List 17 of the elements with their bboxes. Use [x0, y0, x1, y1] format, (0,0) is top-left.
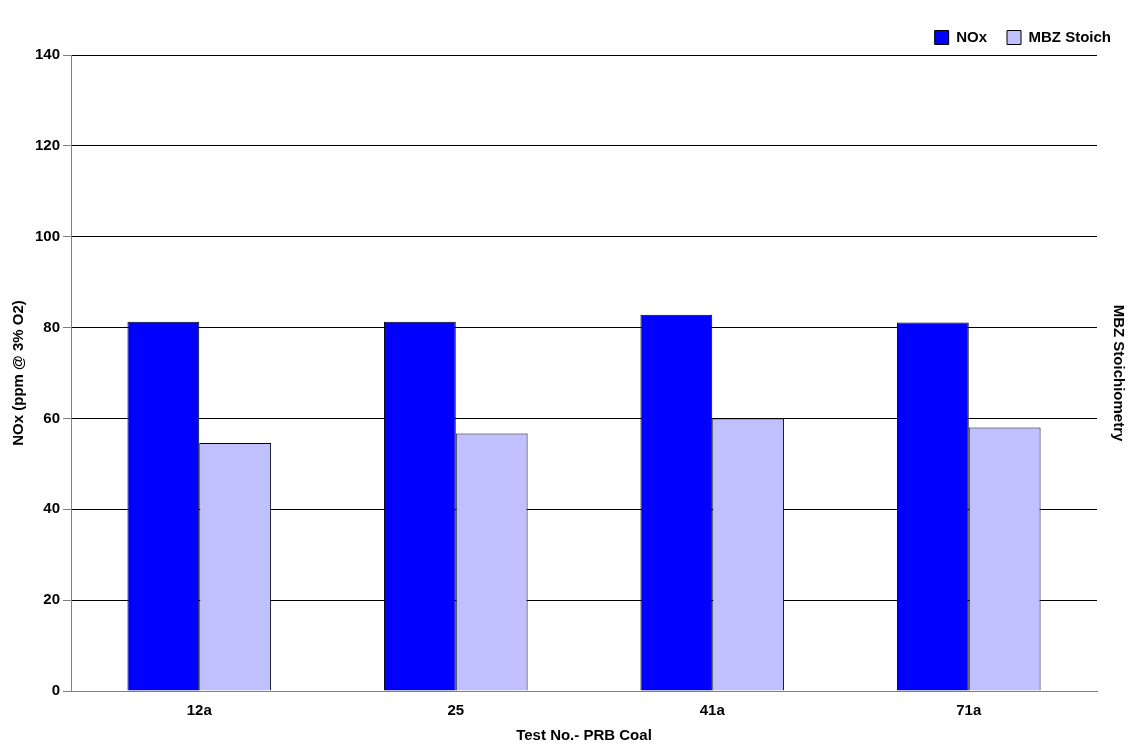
legend-label: NOx	[956, 27, 988, 45]
y-tick-label: 100	[35, 226, 61, 244]
x-tick-label: 12a	[186, 701, 213, 719]
y-tick-label: 0	[51, 681, 61, 699]
y-tick-label: 40	[43, 499, 61, 517]
x-axis-title: Test No.- PRB Coal	[516, 726, 652, 744]
x-tick-label: 41a	[699, 701, 726, 719]
y2-axis-title: MBZ Stoichiometry	[1110, 304, 1128, 442]
y-tick-label: 80	[43, 317, 61, 335]
x-tick-label: 71a	[956, 701, 982, 719]
y-axis-title: NOx (ppm @ 3% O2)	[9, 300, 27, 446]
y-tick-label: 60	[43, 408, 61, 426]
y-tick-label: 20	[43, 590, 61, 608]
legend-label: MBZ Stoich	[1028, 27, 1112, 45]
x-tick-label: 25	[447, 701, 465, 719]
y-tick-label: 120	[35, 136, 61, 153]
y-tick-label: 140	[35, 45, 61, 63]
